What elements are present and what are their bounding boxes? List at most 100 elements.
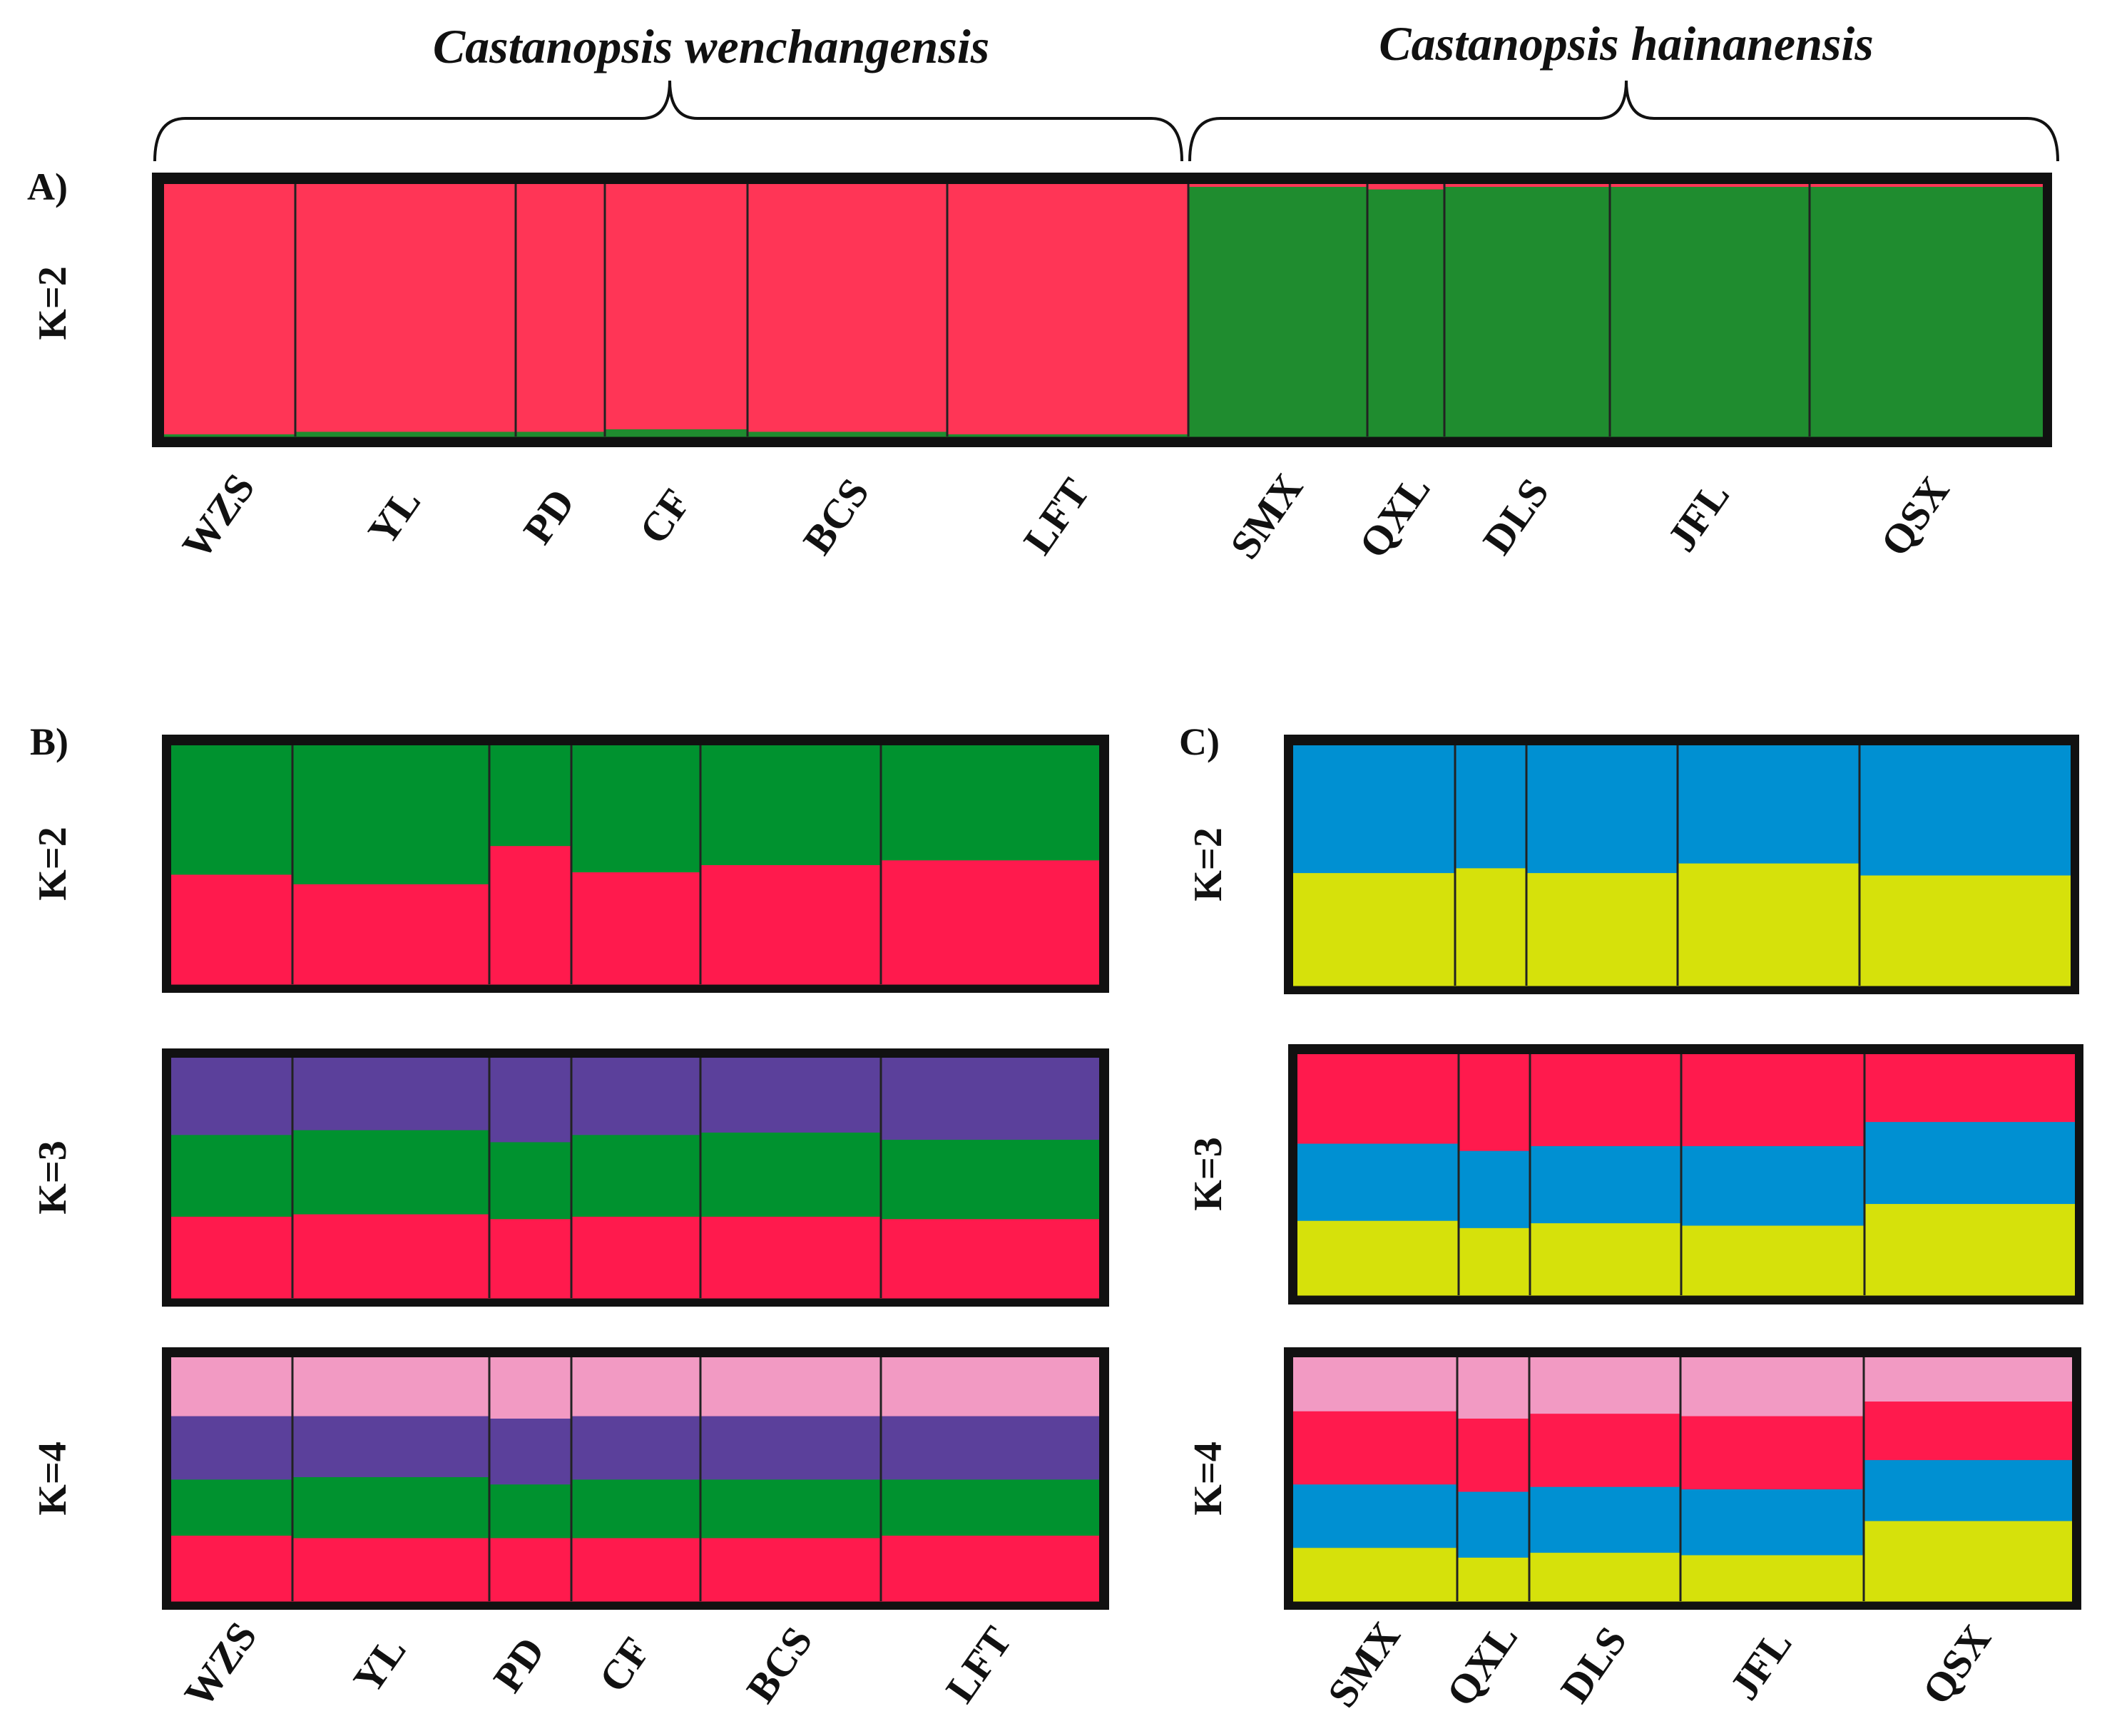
bar-wzs-cluster-3 [171, 1416, 292, 1480]
k-label: K=2 [1186, 827, 1230, 901]
bar-cf-cluster-4 [571, 1357, 700, 1416]
bar-dls-cluster-2 [1444, 184, 1610, 188]
bar-bcs-cluster-2 [700, 745, 881, 865]
bar-qsx-cluster-1 [1864, 1203, 2075, 1296]
bar-qsx-cluster-3 [1864, 1401, 2072, 1461]
bar-dls-cluster-3 [1530, 1054, 1681, 1146]
bar-bcs-cluster-2 [700, 1479, 881, 1538]
bar-pd-cluster-1 [516, 431, 605, 437]
bar-qxl-cluster-3 [1459, 1054, 1530, 1151]
bar-jfl-cluster-1 [1681, 1225, 1864, 1296]
bar-wzs-cluster-3 [171, 1058, 292, 1135]
brace-left [153, 80, 1183, 162]
bar-smx-cluster-2 [1297, 1143, 1459, 1221]
population-label-smx: SMX [1318, 1613, 1409, 1715]
brace-right [1188, 80, 2059, 162]
bar-smx-cluster-2 [1188, 184, 1367, 188]
population-label-yl: YL [359, 479, 429, 553]
bar-bcs-cluster-2 [700, 1132, 881, 1217]
k-label: K=4 [31, 1441, 75, 1515]
bar-pd-cluster-1 [489, 845, 571, 985]
bar-dls-cluster-1 [1529, 1552, 1680, 1602]
bar-dls-cluster-2 [1526, 745, 1678, 874]
bar-bcs-cluster-1 [748, 431, 947, 437]
bar-qsx-cluster-3 [1864, 1054, 2075, 1123]
bar-smx-cluster-1 [1293, 1547, 1457, 1602]
bar-wzs-cluster-2 [164, 184, 295, 434]
bar-smx-cluster-4 [1293, 1357, 1457, 1411]
bar-cf-cluster-1 [571, 872, 700, 985]
structure-panel-7: SMX QXL DLS JFL QSX K=4 [1186, 1347, 2081, 1715]
bar-cf-cluster-2 [605, 184, 748, 429]
bar-bcs-cluster-1 [700, 1216, 881, 1299]
bar-pd-cluster-2 [489, 1484, 571, 1538]
bar-pd-cluster-2 [489, 1141, 571, 1220]
bar-bcs-cluster-1 [700, 1538, 881, 1602]
bar-dls-cluster-1 [1526, 872, 1678, 986]
bar-cf-cluster-1 [571, 1216, 700, 1299]
bar-jfl-cluster-2 [1678, 745, 1859, 864]
bar-jfl-cluster-3 [1680, 1416, 1864, 1490]
population-label-bcs: BCS [738, 1618, 822, 1711]
bar-wzs-cluster-1 [171, 1216, 292, 1299]
bar-yl-cluster-1 [292, 1538, 489, 1602]
panel-letter: A) [27, 165, 68, 208]
bar-qsx-cluster-2 [1864, 1459, 2072, 1521]
bar-qxl-cluster-1 [1459, 1227, 1530, 1296]
bar-pd-cluster-3 [489, 1058, 571, 1143]
bar-qsx-cluster-1 [1864, 1521, 2072, 1602]
bar-yl-cluster-1 [292, 1214, 489, 1299]
structure-panel-6: K=3 [1186, 1044, 2083, 1304]
bar-cf-cluster-3 [571, 1416, 700, 1480]
bar-dls-cluster-2 [1529, 1486, 1680, 1553]
bar-smx-cluster-1 [1188, 186, 1367, 437]
panel-letter: C) [1179, 720, 1220, 763]
bar-cf-cluster-1 [605, 429, 748, 437]
population-label-qxl: QXL [1350, 466, 1439, 566]
k-label: K=2 [31, 266, 75, 339]
bar-jfl-cluster-1 [1680, 1555, 1864, 1602]
bar-cf-cluster-1 [571, 1538, 700, 1602]
bar-smx-cluster-2 [1293, 745, 1455, 874]
bar-yl-cluster-2 [292, 1476, 489, 1538]
k-label: K=2 [31, 827, 75, 900]
bar-lft-cluster-1 [947, 434, 1188, 437]
bar-yl-cluster-3 [292, 1416, 489, 1478]
bar-wzs-cluster-1 [171, 874, 292, 985]
population-label-lft: LFT [937, 1618, 1021, 1711]
population-label-yl: YL [344, 1628, 414, 1701]
bar-jfl-cluster-2 [1681, 1145, 1864, 1226]
bar-jfl-cluster-1 [1610, 186, 1810, 437]
bar-cf-cluster-3 [571, 1058, 700, 1135]
bar-wzs-cluster-2 [171, 1134, 292, 1217]
bar-cf-cluster-2 [571, 1479, 700, 1538]
bar-yl-cluster-2 [292, 1130, 489, 1215]
bar-lft-cluster-1 [881, 1218, 1099, 1299]
population-label-lft: LFT [1014, 470, 1098, 563]
bar-yl-cluster-2 [295, 184, 516, 432]
bar-qsx-cluster-2 [1864, 1121, 2075, 1205]
bar-smx-cluster-1 [1293, 872, 1455, 986]
population-label-bcs: BCS [794, 470, 878, 563]
bar-jfl-cluster-3 [1681, 1054, 1864, 1146]
bar-bcs-cluster-3 [700, 1416, 881, 1480]
bar-wzs-cluster-1 [171, 1535, 292, 1602]
structure-panel-1: WZS YL PD CF BCS LFT SMX QXL DLS JFL QSX K=2 A) [27, 165, 2052, 567]
bar-qsx-cluster-1 [1810, 186, 2043, 437]
bar-pd-cluster-1 [489, 1538, 571, 1602]
bar-jfl-cluster-1 [1678, 863, 1859, 986]
bar-wzs-cluster-4 [171, 1357, 292, 1416]
population-label-qsx: QSX [1913, 1616, 2000, 1712]
bar-yl-cluster-4 [292, 1357, 489, 1416]
bar-qsx-cluster-2 [1810, 184, 2043, 188]
bar-qsx-cluster-4 [1864, 1357, 2072, 1402]
population-label-jfl: JFL [1658, 473, 1738, 560]
bar-lft-cluster-1 [881, 1535, 1099, 1602]
structure-panel-5: K=2 C) [1179, 720, 2079, 994]
population-label-cf: CF [590, 1629, 660, 1701]
bar-pd-cluster-3 [489, 1418, 571, 1485]
bar-smx-cluster-3 [1297, 1054, 1459, 1144]
bar-jfl-cluster-4 [1680, 1357, 1864, 1416]
bar-lft-cluster-2 [881, 1139, 1099, 1220]
k-label: K=4 [1186, 1441, 1230, 1515]
